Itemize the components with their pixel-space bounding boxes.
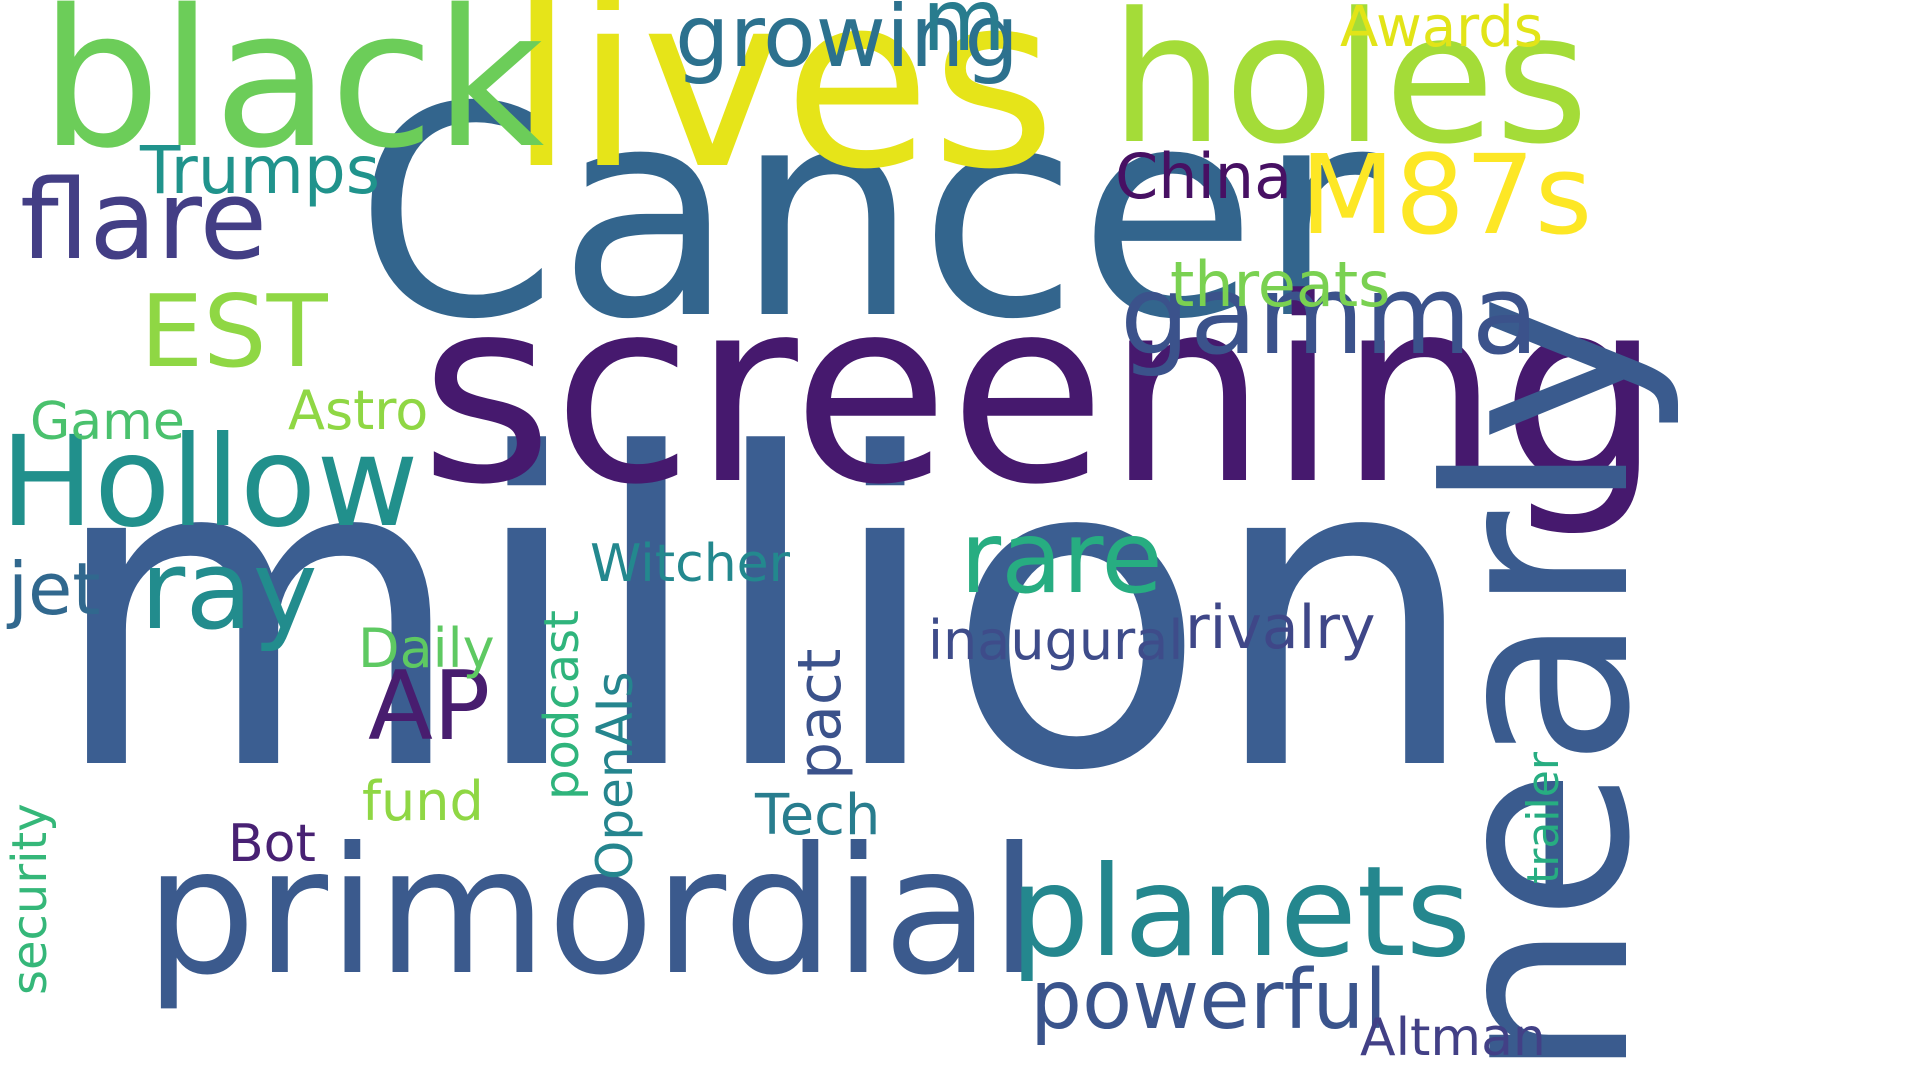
word-holes: holes <box>1110 0 1589 184</box>
word-jet: jet <box>8 547 101 631</box>
word-security: security <box>2 803 58 995</box>
word-game: Game <box>30 392 185 452</box>
word-astro: Astro <box>288 379 429 442</box>
word-china: China <box>1115 140 1293 213</box>
word-trailer: trailer <box>1518 752 1569 884</box>
word-ray: ray <box>140 526 318 654</box>
word-bot: Bot <box>228 814 316 874</box>
word-podcast: podcast <box>534 610 590 800</box>
word-rare: rare <box>960 499 1163 616</box>
word-fund: fund <box>362 770 484 833</box>
word-altman: Altman <box>1360 1008 1546 1068</box>
word-hollow: Hollow <box>0 410 419 555</box>
word-lives: lives <box>508 0 1057 222</box>
word-witcher: Witcher <box>590 534 791 594</box>
word-tech: Tech <box>755 783 881 848</box>
word-trumps: Trumps <box>140 132 381 209</box>
word-million: million <box>48 365 1481 865</box>
word-est: EST <box>140 273 328 390</box>
word-powerful: powerful <box>1030 953 1388 1048</box>
word-m87s: M87s <box>1300 131 1593 259</box>
word-ap: AP <box>368 652 491 762</box>
word-inaugural: inaugural <box>928 609 1184 672</box>
word-planets: planets <box>1010 840 1471 985</box>
word-m: m <box>922 0 1006 71</box>
word-growing: growing <box>675 0 1019 87</box>
word-openais: OpenAIs <box>586 671 644 880</box>
word-black: black <box>40 0 545 190</box>
word-pact: pact <box>785 648 855 780</box>
word-flare: flare <box>20 156 268 284</box>
word-screening: screening <box>420 244 1663 541</box>
word-gamma: gamma <box>1120 251 1539 379</box>
word-rivalry: rivalry <box>1185 593 1376 663</box>
word-cancer: Cancer <box>355 46 1377 383</box>
word-awards: Awards <box>1340 0 1543 60</box>
word-primordial: primordial <box>145 811 1039 1014</box>
word-threats: threats <box>1170 248 1391 321</box>
word-daily: Daily <box>358 617 495 680</box>
